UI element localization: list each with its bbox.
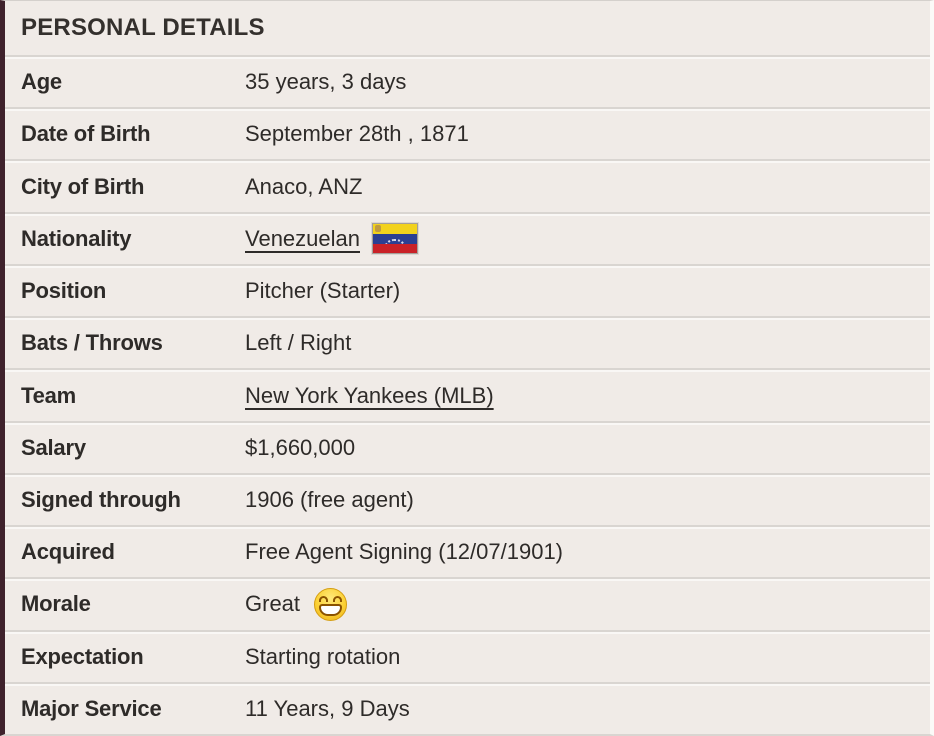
row-value: 35 years, 3 days — [245, 69, 930, 95]
flag-stars-arc — [384, 238, 406, 249]
morale-value: Great — [245, 591, 301, 617]
row-major-service: Major Service 11 Years, 9 Days — [5, 681, 930, 734]
panel-title: PERSONAL DETAILS — [21, 14, 265, 41]
row-bats-throws: Bats / Throws Left / Right — [5, 316, 930, 368]
major-service-value: 11 Years, 9 Days — [245, 695, 410, 721]
row-salary: Salary $1,660,000 — [5, 420, 930, 473]
row-label: Bats / Throws — [21, 330, 163, 356]
row-team: Team New York Yankees (MLB) — [5, 368, 930, 420]
row-label: Acquired — [21, 539, 115, 565]
salary-value: $1,660,000 — [245, 434, 356, 460]
row-label: City of Birth — [21, 173, 145, 199]
date-of-birth-value: September 28th , 1871 — [245, 121, 469, 147]
city-of-birth-value: Anaco, ANZ — [245, 173, 363, 199]
row-acquired: Acquired Free Agent Signing (12/07/1901) — [5, 525, 930, 577]
emoji-grin-mouth — [319, 603, 343, 616]
venezuela-flag-icon — [372, 223, 418, 255]
row-date-of-birth: Date of Birth September 28th , 1871 — [5, 107, 930, 159]
nationality-link[interactable]: Venezuelan — [245, 225, 360, 251]
row-label: Expectation — [21, 643, 144, 669]
flag-stripe-blue — [373, 234, 417, 249]
row-value: Starting rotation — [245, 644, 930, 670]
row-signed-through: Signed through 1906 (free agent) — [5, 472, 930, 525]
beaming-face-emoji — [314, 587, 348, 621]
flag-stripe-red — [373, 243, 417, 254]
row-label: Nationality — [21, 225, 132, 251]
position-value: Pitcher (Starter) — [245, 278, 401, 304]
row-nationality: Nationality Venezuelan — [5, 211, 930, 264]
row-label: Position — [21, 278, 107, 304]
expectation-value: Starting rotation — [245, 643, 401, 669]
row-label: Date of Birth — [21, 121, 151, 147]
row-value: September 28th , 1871 — [245, 121, 930, 147]
bats-throws-value: Left / Right — [245, 330, 352, 356]
rows: Age 35 years, 3 days Date of Birth Septe… — [5, 55, 930, 734]
row-position: Position Pitcher (Starter) — [5, 263, 930, 316]
row-expectation: Expectation Starting rotation — [5, 629, 930, 682]
flag-stripe-yellow — [373, 224, 417, 235]
team-link[interactable]: New York Yankees (MLB) — [245, 382, 494, 408]
row-value: 11 Years, 9 Days — [245, 696, 930, 722]
row-value: Great — [245, 587, 930, 621]
signed-through-value: 1906 (free agent) — [245, 486, 414, 512]
row-label: Team — [21, 382, 77, 408]
emoji-right-eye — [333, 595, 343, 602]
row-value: $1,660,000 — [245, 435, 930, 461]
row-value: Pitcher (Starter) — [245, 278, 930, 304]
row-label: Salary — [21, 434, 86, 460]
row-value: Venezuelan — [245, 223, 930, 255]
row-morale: Morale Great — [5, 577, 930, 629]
row-label: Age — [21, 69, 62, 95]
row-age: Age 35 years, 3 days — [5, 55, 930, 107]
row-value: Left / Right — [245, 330, 930, 356]
row-label: Morale — [21, 591, 91, 617]
row-label: Major Service — [21, 695, 162, 721]
acquired-value: Free Agent Signing (12/07/1901) — [245, 539, 564, 565]
row-label: Signed through — [21, 486, 181, 512]
flag-emblem — [375, 225, 381, 233]
row-value: 1906 (free agent) — [245, 487, 930, 513]
emoji-left-eye — [319, 595, 329, 602]
row-value: New York Yankees (MLB) — [245, 383, 930, 409]
row-value: Free Agent Signing (12/07/1901) — [245, 539, 930, 565]
age-value: 35 years, 3 days — [245, 69, 407, 95]
row-value: Anaco, ANZ — [245, 174, 930, 200]
row-city-of-birth: City of Birth Anaco, ANZ — [5, 159, 930, 211]
